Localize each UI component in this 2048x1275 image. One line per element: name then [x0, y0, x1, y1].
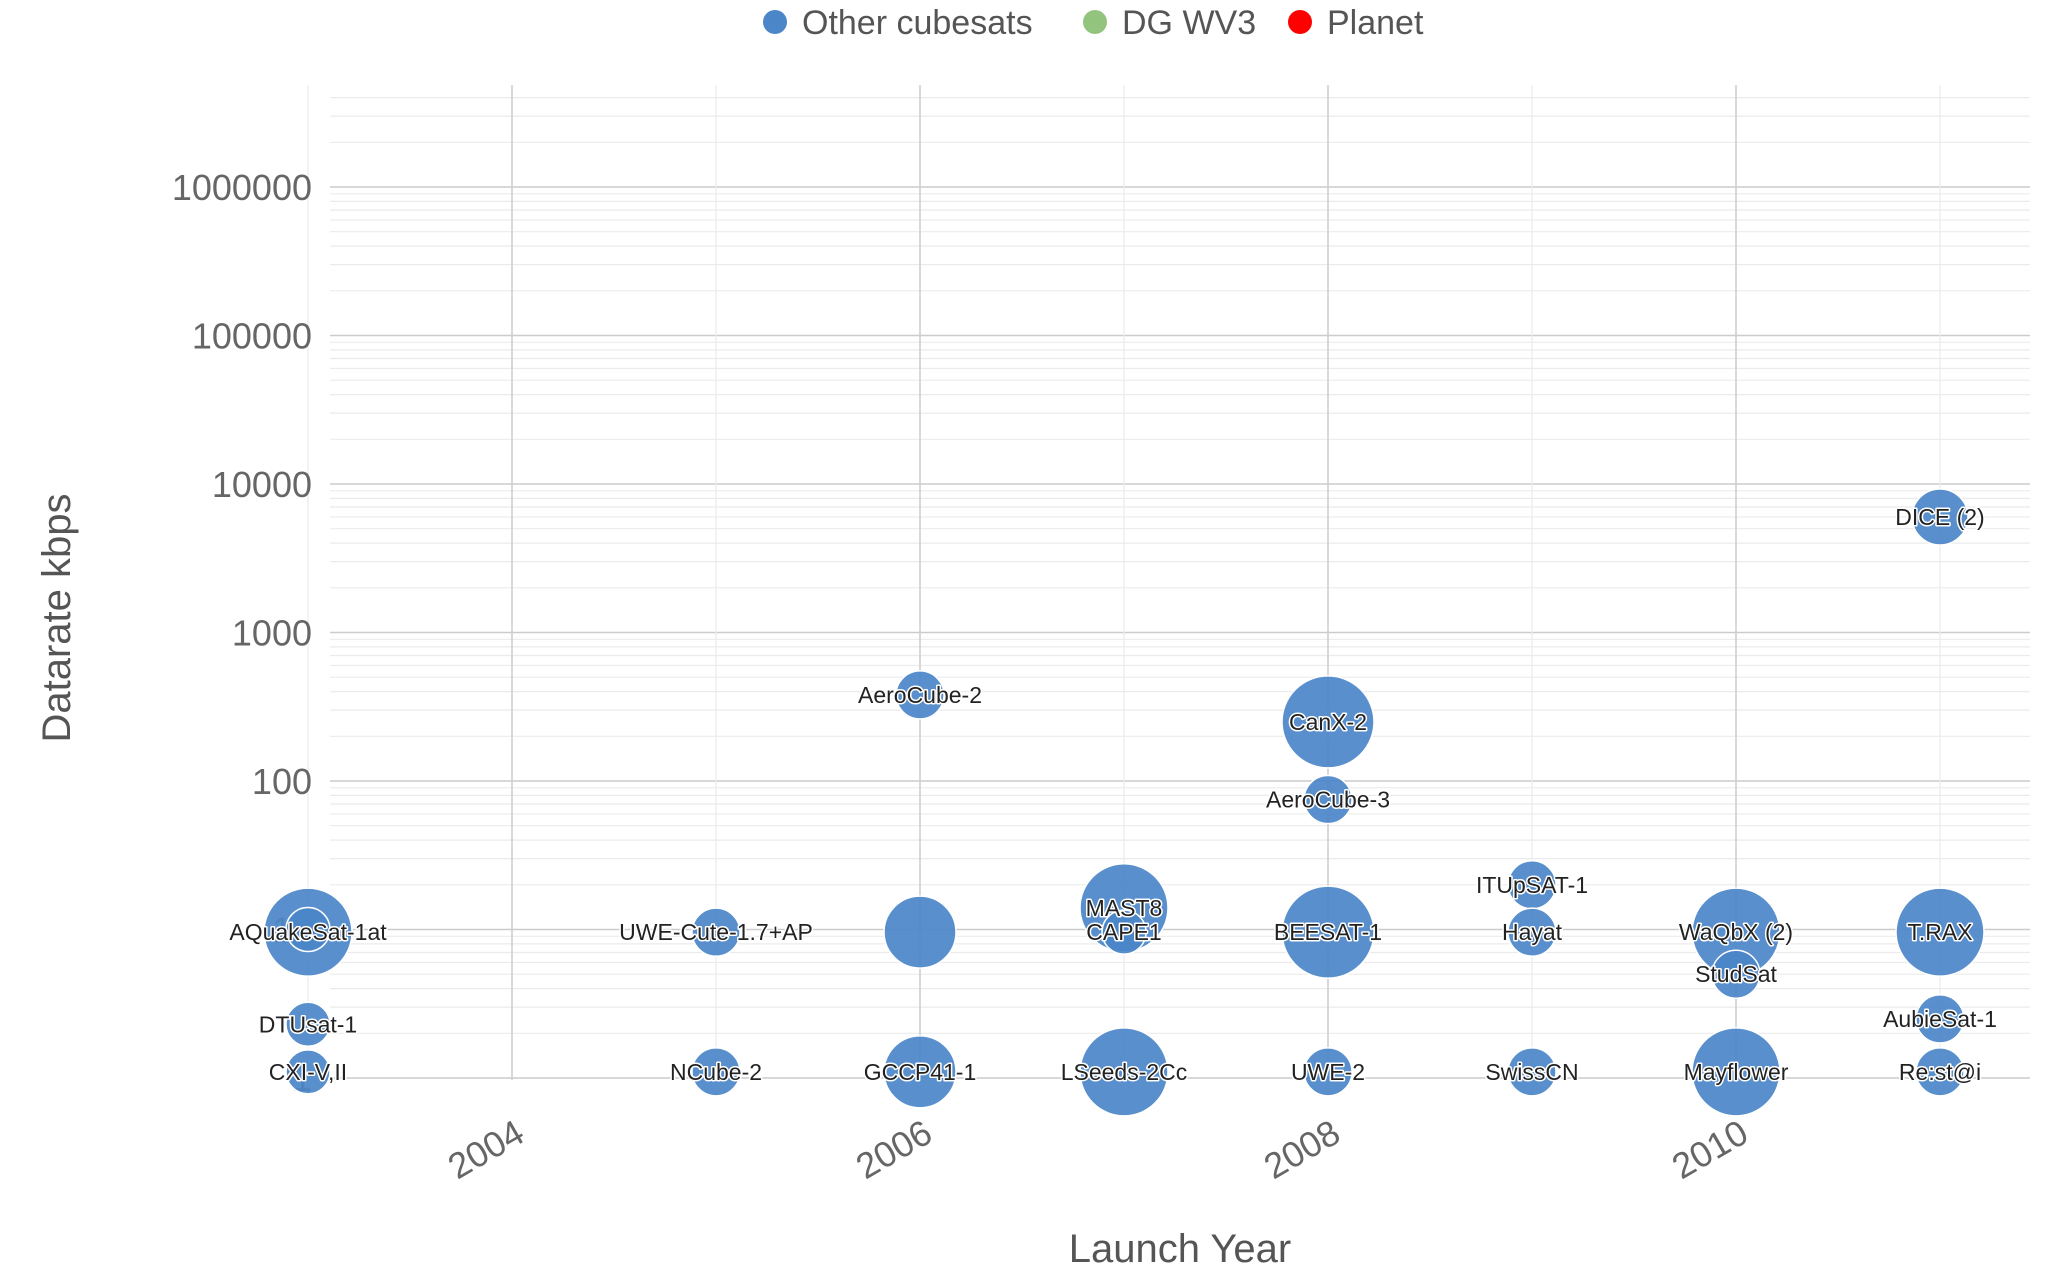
y-tick-label: 1000 — [232, 613, 312, 654]
bubble — [691, 907, 741, 957]
bubble-label: ITUpSAT-1 — [1476, 872, 1588, 898]
bubble-label: CAPE1 — [1086, 919, 1161, 945]
bubbles — [263, 488, 1985, 1117]
y-tick-label: 100000 — [192, 316, 312, 357]
bubble — [1915, 994, 1965, 1044]
y-tick-label: 10000 — [212, 464, 312, 505]
bubble — [285, 1049, 331, 1095]
x-tick-label: 2004 — [441, 1111, 531, 1187]
bubble — [1281, 885, 1375, 979]
bubble — [1915, 1047, 1965, 1097]
bubble — [1101, 909, 1147, 955]
legend-marker — [1288, 10, 1312, 34]
bubble — [883, 895, 957, 969]
bubble — [285, 1001, 331, 1048]
bubble-label: LSeeds-2Cc — [1061, 1059, 1188, 1085]
bubble-label: AQuakeSat-1at — [229, 919, 387, 945]
bubble-label: MAST8 — [1086, 895, 1163, 921]
x-tick-label: 2008 — [1257, 1111, 1347, 1187]
bubble-label: DTUsat-1 — [259, 1011, 357, 1037]
x-tick-label: 2006 — [849, 1111, 939, 1187]
legend-marker — [763, 10, 787, 34]
x-axis-title: Launch Year — [1069, 1227, 1291, 1271]
bubble-label: Re:st@i — [1899, 1059, 1981, 1085]
bubble-labels: AQuakeSat-1at DTUsat-1 CXI-V,II UWE-Cute-1.… — [228, 502, 1999, 1086]
bubble-label: Hayat — [1502, 919, 1563, 945]
y-axis-title: Datarate kbps — [35, 493, 79, 742]
legend-label: Planet — [1327, 4, 1424, 42]
grid — [307, 85, 2030, 1080]
bubble-label: StudSat — [1695, 961, 1777, 987]
bubble-label: DICE (2) — [1895, 504, 1984, 530]
x-tick-label: 2010 — [1665, 1111, 1755, 1187]
bubble-label: CanX-2 — [1289, 709, 1367, 735]
bubble-label: AeroCube-2 — [858, 682, 982, 708]
bubble-label: AubieSat-1 — [1883, 1006, 1997, 1032]
legend-marker — [1083, 10, 1107, 34]
legend: Other cubesats DG WV3 Planet — [763, 4, 1424, 42]
bubble-label: Mayflower — [1684, 1059, 1789, 1085]
bubble — [1303, 1047, 1353, 1097]
bubble — [1281, 675, 1375, 769]
bubble — [1911, 488, 1969, 546]
bubble — [1507, 907, 1557, 957]
bubble — [895, 670, 945, 720]
bubble — [1895, 887, 1985, 977]
bubble — [691, 1047, 741, 1097]
bubble-label: UWE-2 — [1291, 1059, 1365, 1085]
legend-label: DG WV3 — [1122, 4, 1256, 42]
bubble-label: T.RAX — [1907, 919, 1972, 945]
bubble — [1711, 949, 1761, 999]
legend-label: Other cubesats — [802, 4, 1033, 42]
bubble — [1691, 1027, 1781, 1117]
bubble — [1303, 774, 1353, 825]
bubble-label: GCCP41-1 — [864, 1059, 976, 1085]
bubble — [1507, 1047, 1557, 1097]
bubble-label: UWE-Cute-1.7+AP — [619, 919, 813, 945]
bubble-label: SwissCN — [1485, 1059, 1578, 1085]
bubble-label: AeroCube-3 — [1266, 787, 1390, 813]
bubble — [1079, 1027, 1169, 1117]
bubble — [883, 1035, 957, 1109]
bubble-label: BEESAT-1 — [1274, 919, 1382, 945]
bubble-label: WaQbX (2) — [1679, 919, 1793, 945]
bubble-label: CXI-V,II — [269, 1059, 347, 1085]
bubble — [285, 906, 331, 953]
y-tick-label: 1000000 — [172, 167, 312, 208]
bubble-label: NCube-2 — [670, 1059, 762, 1085]
y-tick-label: 100 — [252, 761, 312, 802]
